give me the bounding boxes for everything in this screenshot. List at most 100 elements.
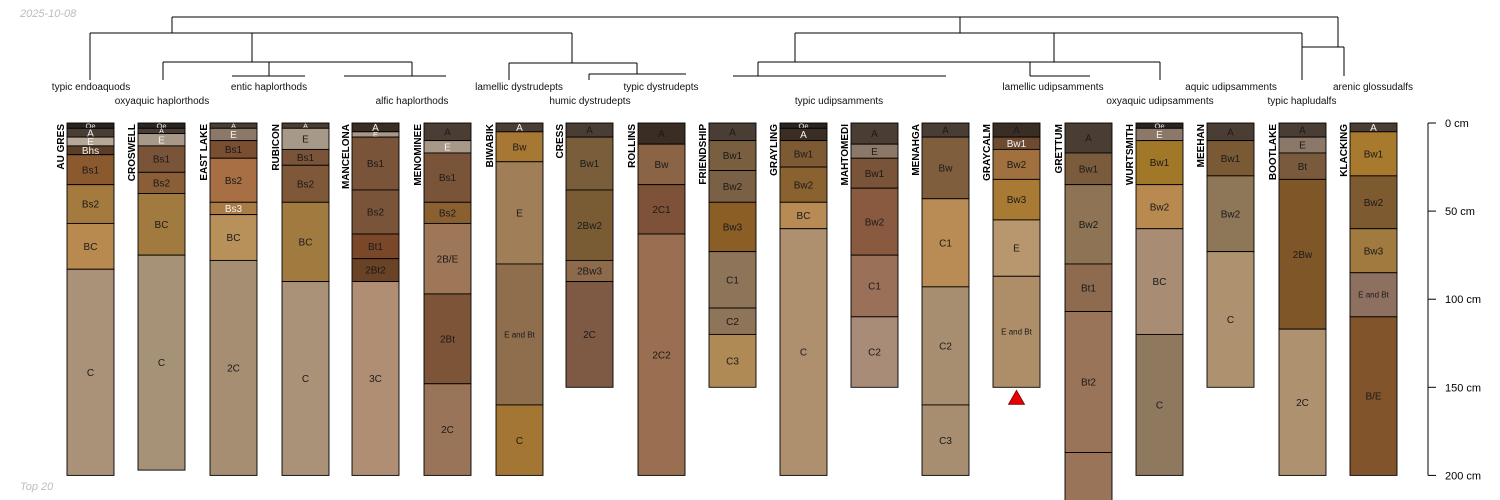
horizon-cress-2	[565, 189, 614, 261]
horizon-label: E	[516, 208, 523, 219]
horizon-label: E	[158, 135, 165, 146]
horizon-label: 2Bw3	[577, 267, 602, 278]
horizon-label: Bw2	[865, 217, 885, 228]
horizon-rubicon-4	[281, 201, 330, 283]
profile-name-biwabik: BIWABIK	[485, 123, 496, 167]
horizon-label: E	[230, 130, 237, 141]
horizon-label: A	[444, 127, 451, 138]
horizon-label: 2C	[441, 425, 454, 436]
horizon-friendship-3	[708, 201, 757, 253]
horizon-label: Bs3	[225, 204, 243, 215]
horizon-label: Bw2	[1007, 160, 1027, 171]
horizon-au-gres-6	[66, 222, 115, 270]
horizon-label: C2	[868, 348, 881, 359]
depth-axis: 0 cm 50 cm 100 cm 150 cm 200 cm	[1427, 118, 1481, 482]
horizon-friendship-5	[708, 307, 757, 335]
horizon-label: Bw2	[1150, 202, 1170, 213]
horizon-label: Bw1	[580, 159, 600, 170]
horizon-label: C	[87, 368, 94, 379]
horizon-grettum-0	[1064, 122, 1113, 154]
soil-profile-biwabik: A Bw E E and Bt C BIWABIK	[485, 122, 544, 476]
horizon-label: A	[231, 121, 236, 130]
depth-tick-label-50: 50 cm	[1445, 206, 1475, 218]
horizon-label: Bs1	[82, 165, 100, 176]
horizon-label: E	[1013, 244, 1020, 255]
horizon-label: C	[302, 374, 309, 385]
horizon-label: E and Bt	[1358, 291, 1389, 300]
soil-profile-east-lake: AE Bs1 Bs2 Bs3 BC 2C EAST LAKE	[199, 121, 258, 476]
classification-label-humic-dystrudepts: humic dystrudepts	[549, 96, 630, 107]
profile-name-east-lake: EAST LAKE	[199, 124, 210, 181]
horizon-label: C	[158, 358, 165, 369]
plot-footer: Top 20	[20, 481, 54, 493]
horizon-mancelona-6	[351, 281, 400, 476]
horizon-label: Bw1	[1221, 154, 1241, 165]
horizon-label: 2Bt	[440, 334, 455, 345]
horizon-klacking-4	[1349, 272, 1398, 318]
horizon-cress-1	[565, 136, 614, 191]
horizon-rollins-3	[637, 233, 686, 476]
depth-tick-label-0: 0 cm	[1445, 118, 1469, 130]
profile-name-wurtsmith: WURTSMITH	[1125, 124, 1136, 185]
horizon-label: Bs2	[153, 179, 171, 190]
horizon-grayling-4	[779, 201, 828, 230]
classification-label-lamellic-udipsamments: lamellic udipsamments	[1002, 82, 1103, 93]
horizon-menominee-4	[423, 222, 472, 295]
horizon-label: Bs1	[153, 155, 171, 166]
classification-label-typic-hapludalfs: typic hapludalfs	[1268, 96, 1337, 107]
profile-name-menominee: MENOMINEE	[413, 124, 424, 186]
horizon-klacking-1	[1349, 131, 1398, 177]
horizon-friendship-2	[708, 170, 757, 203]
dendrogram	[89, 16, 1345, 80]
horizon-friendship-4	[708, 251, 757, 309]
horizon-label: Bw2	[723, 182, 743, 193]
horizon-label: Bw1	[1007, 139, 1027, 150]
horizon-grayling-3	[779, 166, 828, 203]
horizon-label: Bw2	[1221, 209, 1241, 220]
horizon-label: BC	[227, 233, 241, 244]
horizon-label: E and Bt	[504, 330, 535, 339]
horizon-meehan-3	[1206, 251, 1255, 388]
horizon-label: BC	[84, 242, 98, 253]
horizon-label: C1	[868, 282, 881, 293]
horizon-label: BC	[155, 220, 169, 231]
horizon-label: 2C2	[652, 350, 671, 361]
horizon-label: Bt1	[368, 242, 383, 253]
classification-label-arenic-glossudalfs: arenic glossudalfs	[1333, 82, 1413, 93]
horizon-label: 2B/E	[437, 254, 459, 265]
profile-name-rollins: ROLLINS	[627, 124, 638, 168]
horizon-menominee-6	[423, 383, 472, 476]
horizon-grayling-5	[779, 228, 828, 476]
horizon-label: A	[516, 123, 523, 134]
horizon-label: Bs1	[439, 173, 457, 184]
horizon-label: E	[373, 130, 378, 139]
horizon-label: Bw1	[723, 151, 743, 162]
horizon-meehan-2	[1206, 175, 1255, 253]
profile-name-grayling: GRAYLING	[769, 124, 780, 176]
classification-label-alfic-haplorthods: alfic haplorthods	[376, 96, 449, 107]
horizon-label: A	[586, 126, 593, 137]
horizon-au-gres-5	[66, 184, 115, 224]
horizon-bootlake-3	[1278, 178, 1327, 330]
profile-name-meehan: MEEHAN	[1196, 124, 1207, 167]
classification-label-lamellic-dystrudepts: lamellic dystrudepts	[475, 82, 563, 93]
horizon-label: Bs1	[297, 153, 315, 164]
horizon-label: 2Bt2	[365, 266, 386, 277]
horizon-label: C3	[939, 436, 952, 447]
depth-marker-icon	[1007, 389, 1026, 405]
depth-tick-label-200: 200 cm	[1445, 470, 1481, 482]
profile-name-croswell: CROSWELL	[127, 124, 138, 181]
classification-label-typic-dystrudepts: typic dystrudepts	[623, 82, 698, 93]
soil-profile-mahtomedi: AE Bw1 Bw2 C1 C2 MAHTOMEDI	[840, 122, 899, 388]
horizon-label: A	[372, 123, 379, 134]
horizon-label: E	[1156, 130, 1163, 141]
horizon-klacking-3	[1349, 228, 1398, 274]
profile-name-grettum: GRETTUM	[1054, 124, 1065, 173]
horizon-label: A	[1370, 123, 1377, 134]
horizon-label: E	[302, 134, 309, 145]
horizon-graycalm-2	[992, 148, 1041, 180]
